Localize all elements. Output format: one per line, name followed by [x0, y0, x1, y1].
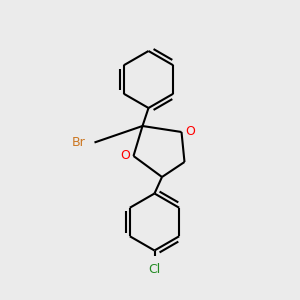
- Text: Br: Br: [72, 136, 86, 149]
- Text: Cl: Cl: [148, 263, 160, 276]
- Text: O: O: [120, 149, 130, 162]
- Text: O: O: [185, 125, 195, 138]
